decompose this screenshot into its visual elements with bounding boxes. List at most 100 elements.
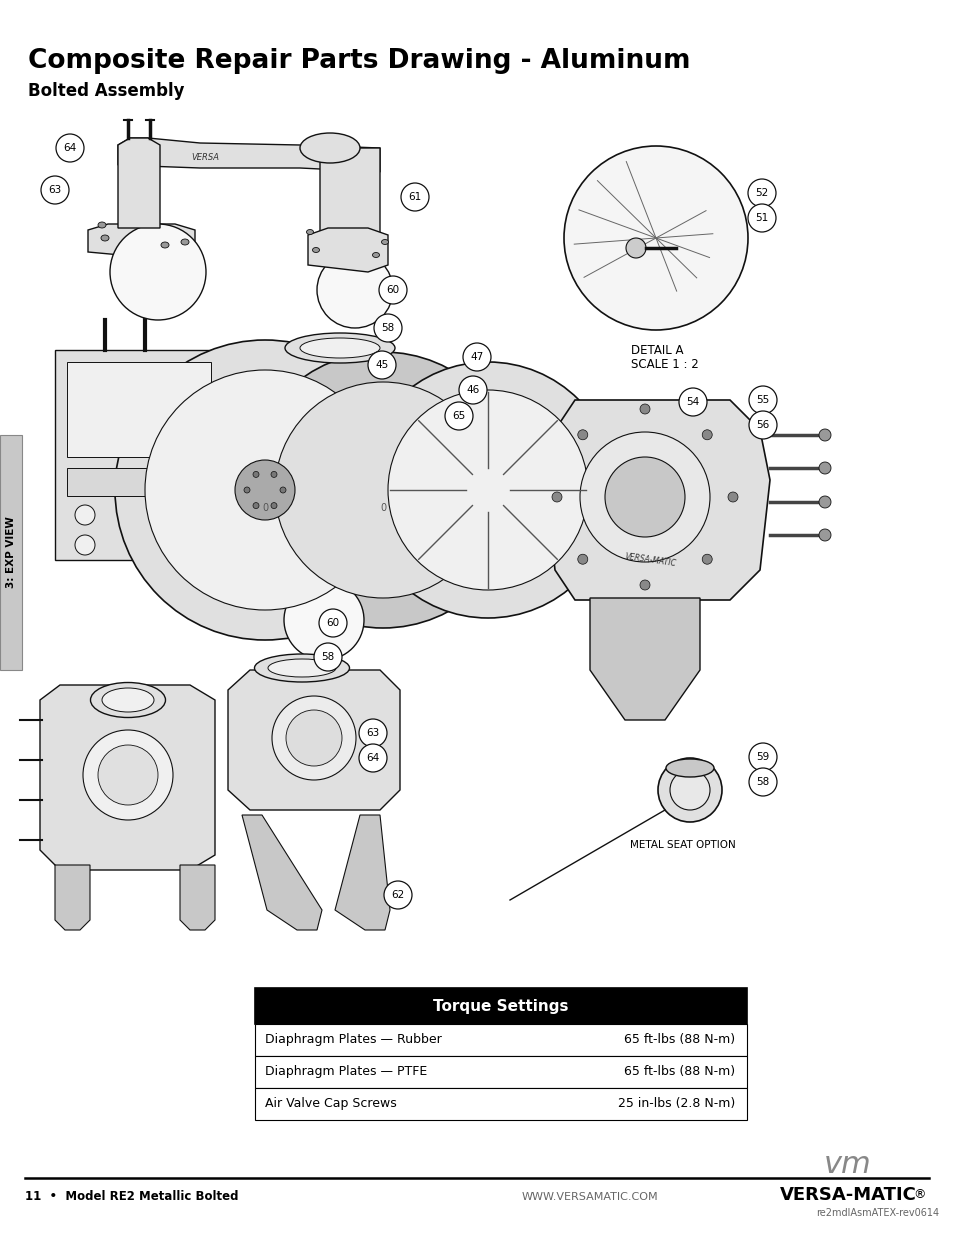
Circle shape	[669, 769, 709, 810]
Bar	[0, 435, 22, 671]
Polygon shape	[88, 224, 194, 261]
Text: 62: 62	[391, 890, 404, 900]
Circle shape	[245, 352, 520, 629]
Text: Diaphragm Plates — Rubber: Diaphragm Plates — Rubber	[265, 1034, 441, 1046]
Text: 47: 47	[470, 352, 483, 362]
Circle shape	[274, 382, 491, 598]
Circle shape	[748, 387, 776, 414]
Ellipse shape	[372, 252, 379, 258]
Polygon shape	[118, 138, 160, 228]
Bar	[67, 468, 211, 496]
Circle shape	[56, 135, 84, 162]
Circle shape	[748, 411, 776, 438]
Circle shape	[748, 743, 776, 771]
Circle shape	[604, 457, 684, 537]
Ellipse shape	[101, 235, 109, 241]
Polygon shape	[228, 671, 399, 810]
Text: 65 ft-lbs (88 N-m): 65 ft-lbs (88 N-m)	[623, 1034, 734, 1046]
Ellipse shape	[254, 655, 349, 682]
Text: DETAIL A: DETAIL A	[630, 345, 682, 357]
Polygon shape	[308, 228, 388, 272]
Text: Diaphragm Plates — PTFE: Diaphragm Plates — PTFE	[265, 1066, 427, 1078]
Bar	[67, 362, 211, 457]
Circle shape	[818, 429, 830, 441]
Circle shape	[578, 555, 587, 564]
Text: re2mdlAsmATEX-rev0614: re2mdlAsmATEX-rev0614	[816, 1208, 939, 1218]
Circle shape	[316, 252, 393, 329]
Circle shape	[271, 503, 276, 509]
Text: 65 ft-lbs (88 N-m): 65 ft-lbs (88 N-m)	[623, 1066, 734, 1078]
Circle shape	[286, 710, 341, 766]
Circle shape	[75, 505, 95, 525]
Circle shape	[314, 643, 341, 671]
Text: 58: 58	[756, 777, 769, 787]
Circle shape	[145, 370, 385, 610]
Polygon shape	[40, 685, 214, 869]
Circle shape	[75, 535, 95, 555]
Circle shape	[272, 697, 355, 781]
Ellipse shape	[665, 760, 713, 777]
Ellipse shape	[381, 240, 388, 245]
Text: Torque Settings: Torque Settings	[433, 999, 568, 1014]
Circle shape	[41, 177, 69, 204]
Circle shape	[358, 743, 387, 772]
Circle shape	[98, 745, 158, 805]
Polygon shape	[242, 815, 322, 930]
Circle shape	[747, 179, 775, 207]
Circle shape	[563, 146, 747, 330]
Circle shape	[358, 719, 387, 747]
Circle shape	[818, 496, 830, 508]
Ellipse shape	[306, 230, 314, 235]
Ellipse shape	[181, 240, 189, 245]
Polygon shape	[55, 864, 90, 930]
Circle shape	[115, 340, 415, 640]
Text: 63: 63	[366, 727, 379, 739]
Text: 58: 58	[321, 652, 335, 662]
Text: 61: 61	[408, 191, 421, 203]
Circle shape	[458, 375, 486, 404]
Polygon shape	[180, 864, 214, 930]
Circle shape	[83, 730, 172, 820]
Text: 65: 65	[452, 411, 465, 421]
Bar	[55, 350, 223, 559]
Circle shape	[818, 529, 830, 541]
Text: 59: 59	[756, 752, 769, 762]
Circle shape	[244, 487, 250, 493]
Circle shape	[658, 758, 721, 823]
Circle shape	[818, 462, 830, 474]
Ellipse shape	[285, 333, 395, 363]
Ellipse shape	[98, 222, 106, 228]
Ellipse shape	[91, 683, 165, 718]
Circle shape	[253, 503, 258, 509]
Polygon shape	[544, 400, 769, 600]
Text: 64: 64	[63, 143, 76, 153]
Ellipse shape	[102, 688, 153, 713]
Text: Composite Repair Parts Drawing - Aluminum: Composite Repair Parts Drawing - Aluminu…	[28, 48, 690, 74]
Ellipse shape	[299, 338, 379, 358]
Circle shape	[462, 343, 491, 370]
Bar	[254, 1056, 746, 1088]
Circle shape	[679, 388, 706, 416]
Circle shape	[284, 580, 364, 659]
Text: 56: 56	[756, 420, 769, 430]
Ellipse shape	[161, 242, 169, 248]
Bar	[254, 988, 746, 1024]
Circle shape	[271, 472, 276, 478]
Circle shape	[444, 403, 473, 430]
Text: Air Valve Cap Screws: Air Valve Cap Screws	[265, 1098, 396, 1110]
Text: 63: 63	[49, 185, 62, 195]
Text: VERSA-MATIC: VERSA-MATIC	[779, 1186, 916, 1204]
Text: VERSA: VERSA	[191, 153, 219, 163]
Polygon shape	[335, 815, 390, 930]
Polygon shape	[118, 138, 379, 172]
Circle shape	[368, 351, 395, 379]
Circle shape	[639, 404, 649, 414]
Text: 11  •  Model RE2 Metallic Bolted: 11 • Model RE2 Metallic Bolted	[25, 1191, 238, 1203]
Ellipse shape	[299, 133, 359, 163]
Circle shape	[388, 390, 587, 590]
Text: ®: ®	[913, 1188, 925, 1200]
Circle shape	[579, 432, 709, 562]
Bar	[254, 1088, 746, 1120]
Polygon shape	[589, 598, 700, 720]
Circle shape	[701, 555, 712, 564]
